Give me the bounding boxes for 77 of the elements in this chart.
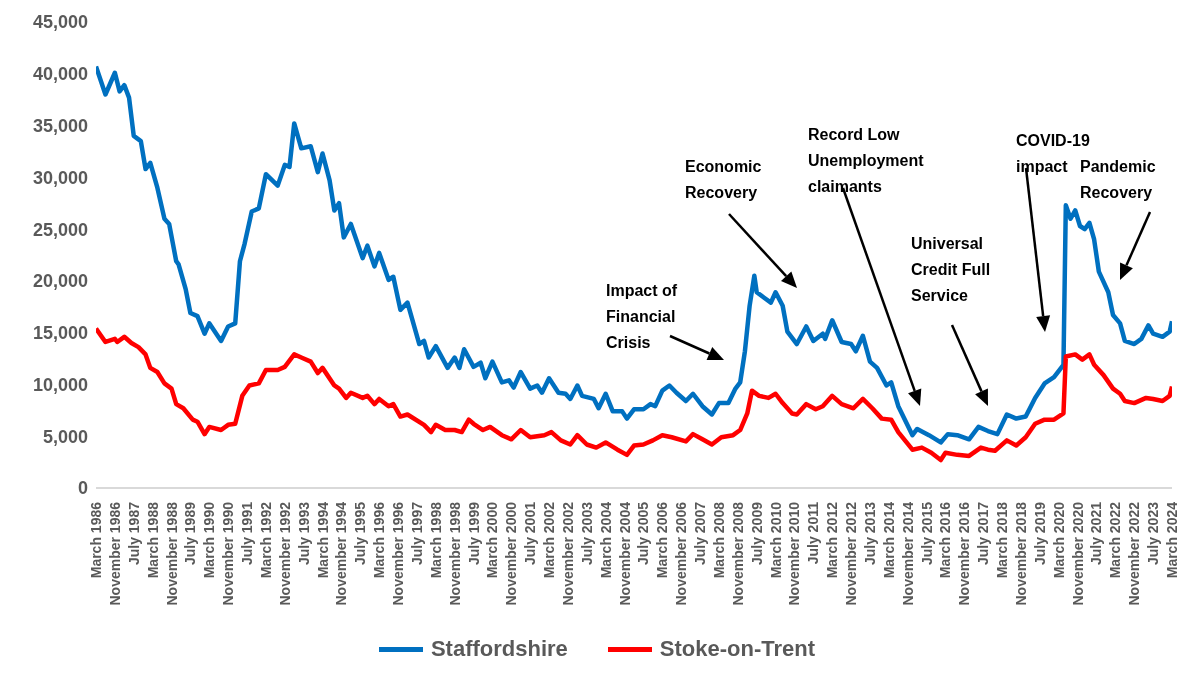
y-tick-label: 15,000: [32, 323, 88, 344]
x-tick-label: March 2014: [880, 501, 897, 579]
x-tick-label: July 2019: [1031, 501, 1048, 566]
x-tick-label: March 1988: [144, 501, 161, 579]
x-tick-label: November 1988: [163, 501, 180, 606]
x-tick-label: July 2015: [918, 501, 935, 566]
x-tick-label: November 2018: [1012, 501, 1029, 606]
x-tick-label: March 2010: [767, 501, 784, 579]
x-tick-label: March 2000: [484, 501, 501, 579]
x-tick-label: November 1986: [106, 501, 123, 606]
x-tick-label: November 2012: [843, 501, 860, 606]
x-tick-label: July 1999: [465, 501, 482, 566]
x-tick-label: November 1996: [390, 501, 407, 606]
x-tick-label: July 1987: [125, 501, 142, 566]
x-tick-label: March 2004: [597, 501, 614, 579]
annotation: Record Low Unemployment claimants: [808, 126, 925, 195]
x-tick-label: November 2004: [616, 501, 633, 606]
y-tick-label: 45,000: [32, 12, 88, 33]
annotation: Universal Credit Full Service: [911, 235, 991, 304]
x-tick-label: July 2023: [1145, 501, 1162, 566]
x-tick-label: July 1995: [352, 501, 369, 566]
x-tick-label: November 1990: [220, 501, 237, 606]
x-tick-label: July 1989: [182, 501, 199, 566]
x-tick-label: March 2006: [654, 501, 671, 579]
x-tick-label: July 2005: [635, 501, 652, 566]
x-tick-label: July 2009: [748, 501, 765, 566]
y-tick-label: 5,000: [42, 426, 88, 447]
annotation: Pandemic Recovery: [1080, 158, 1156, 201]
x-tick-label: November 2002: [559, 501, 576, 606]
x-tick-label: November 2022: [1126, 501, 1143, 606]
legend-label: Staffordshire: [430, 636, 568, 662]
x-tick-label: July 1991: [239, 501, 256, 566]
x-tick-label: November 2014: [899, 501, 916, 606]
x-tick-label: March 2002: [541, 501, 558, 579]
y-tick-label: 0: [77, 478, 88, 499]
x-tick-label: March 1990: [201, 501, 218, 579]
y-tick-label: 20,000: [32, 271, 88, 292]
x-tick-label: July 1997: [408, 501, 425, 566]
x-tick-label: March 2008: [710, 501, 727, 579]
line-series: [96, 64, 1172, 445]
x-tick-label: July 2003: [578, 501, 595, 566]
y-tick-label: 35,000: [32, 115, 88, 136]
x-tick-label: March 2020: [1050, 501, 1067, 579]
x-tick-label: November 2010: [786, 501, 803, 606]
x-tick-label: November 2016: [956, 501, 973, 606]
y-tick-label: 40,000: [32, 64, 88, 85]
x-tick-label: July 2011: [805, 501, 822, 565]
x-tick-label: March 2016: [937, 501, 954, 579]
x-tick-label: March 2012: [824, 501, 841, 579]
x-tick-label: March 2022: [1107, 501, 1124, 579]
y-tick-label: 25,000: [32, 219, 88, 240]
y-tick-label: 30,000: [32, 167, 88, 188]
x-tick-label: March 1992: [257, 501, 274, 579]
x-tick-label: November 2000: [503, 501, 520, 606]
x-tick-label: March 1996: [371, 501, 388, 579]
x-tick-label: November 1994: [333, 501, 350, 606]
x-tick-label: July 2017: [975, 501, 992, 566]
y-tick-label: 10,000: [32, 374, 88, 395]
x-tick-label: March 2018: [994, 501, 1011, 579]
x-tick-label: March 1998: [427, 501, 444, 579]
annotation: Impact of Financial Crisis: [606, 282, 678, 351]
line-series: [96, 326, 1172, 463]
x-tick-label: July 1993: [295, 501, 312, 566]
x-tick-label: November 2006: [673, 501, 690, 606]
x-tick-label: July 2007: [692, 501, 709, 566]
x-tick-label: July 2021: [1088, 501, 1105, 566]
x-tick-label: March 1994: [314, 501, 331, 579]
x-tick-label: July 2013: [861, 501, 878, 566]
x-tick-label: March 2024: [1164, 501, 1180, 579]
x-tick-label: November 2020: [1069, 501, 1086, 606]
x-tick-label: July 2001: [522, 501, 539, 566]
x-tick-label: March 1986: [88, 501, 104, 579]
x-tick-label: November 2008: [729, 501, 746, 606]
legend-label: Stoke-on-Trent: [659, 636, 816, 662]
x-tick-label: November 1992: [276, 501, 293, 606]
x-tick-label: November 1998: [446, 501, 463, 606]
annotation: Economic Recovery: [685, 158, 762, 201]
